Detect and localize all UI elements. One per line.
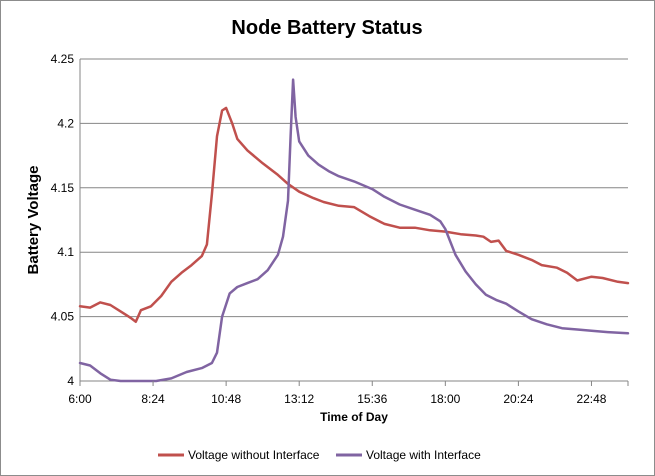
x-tick-label: 22:48	[576, 392, 606, 406]
legend-label-without-interface: Voltage without Interface	[188, 448, 320, 462]
series-layer	[78, 78, 630, 383]
legend-label-with-interface: Voltage with Interface	[366, 448, 481, 462]
x-axis-title: Time of Day	[320, 410, 388, 424]
x-tick-label: 13:12	[284, 392, 314, 406]
x-tick-label: 8:24	[141, 392, 165, 406]
x-tick-label: 18:00	[430, 392, 460, 406]
y-tick-label: 4.05	[51, 310, 75, 324]
x-tick-label: 20:24	[503, 392, 533, 406]
y-tick-label: 4.25	[51, 52, 75, 66]
x-tick-label: 6:00	[68, 392, 92, 406]
chart-title: Node Battery Status	[231, 17, 422, 39]
y-tick-label: 4.1	[57, 245, 74, 259]
x-tick-label: 10:48	[211, 392, 241, 406]
y-tick-label: 4.15	[51, 181, 75, 195]
grid-layer	[79, 58, 628, 382]
legend: Voltage without Interface Voltage with I…	[158, 448, 481, 462]
y-axis-title: Battery Voltage	[25, 166, 42, 275]
y-tick-label: 4.2	[57, 116, 74, 130]
y-tick-label: 4	[67, 374, 74, 388]
series-line-without-interface	[78, 106, 630, 324]
x-tick-label: 15:36	[357, 392, 387, 406]
tick-layer: 4 4.05 4.1 4.15 4.2 4.25 6:00 8:24 10:48 13:12 15:…	[51, 52, 629, 406]
series-line-with-interface	[78, 78, 630, 383]
